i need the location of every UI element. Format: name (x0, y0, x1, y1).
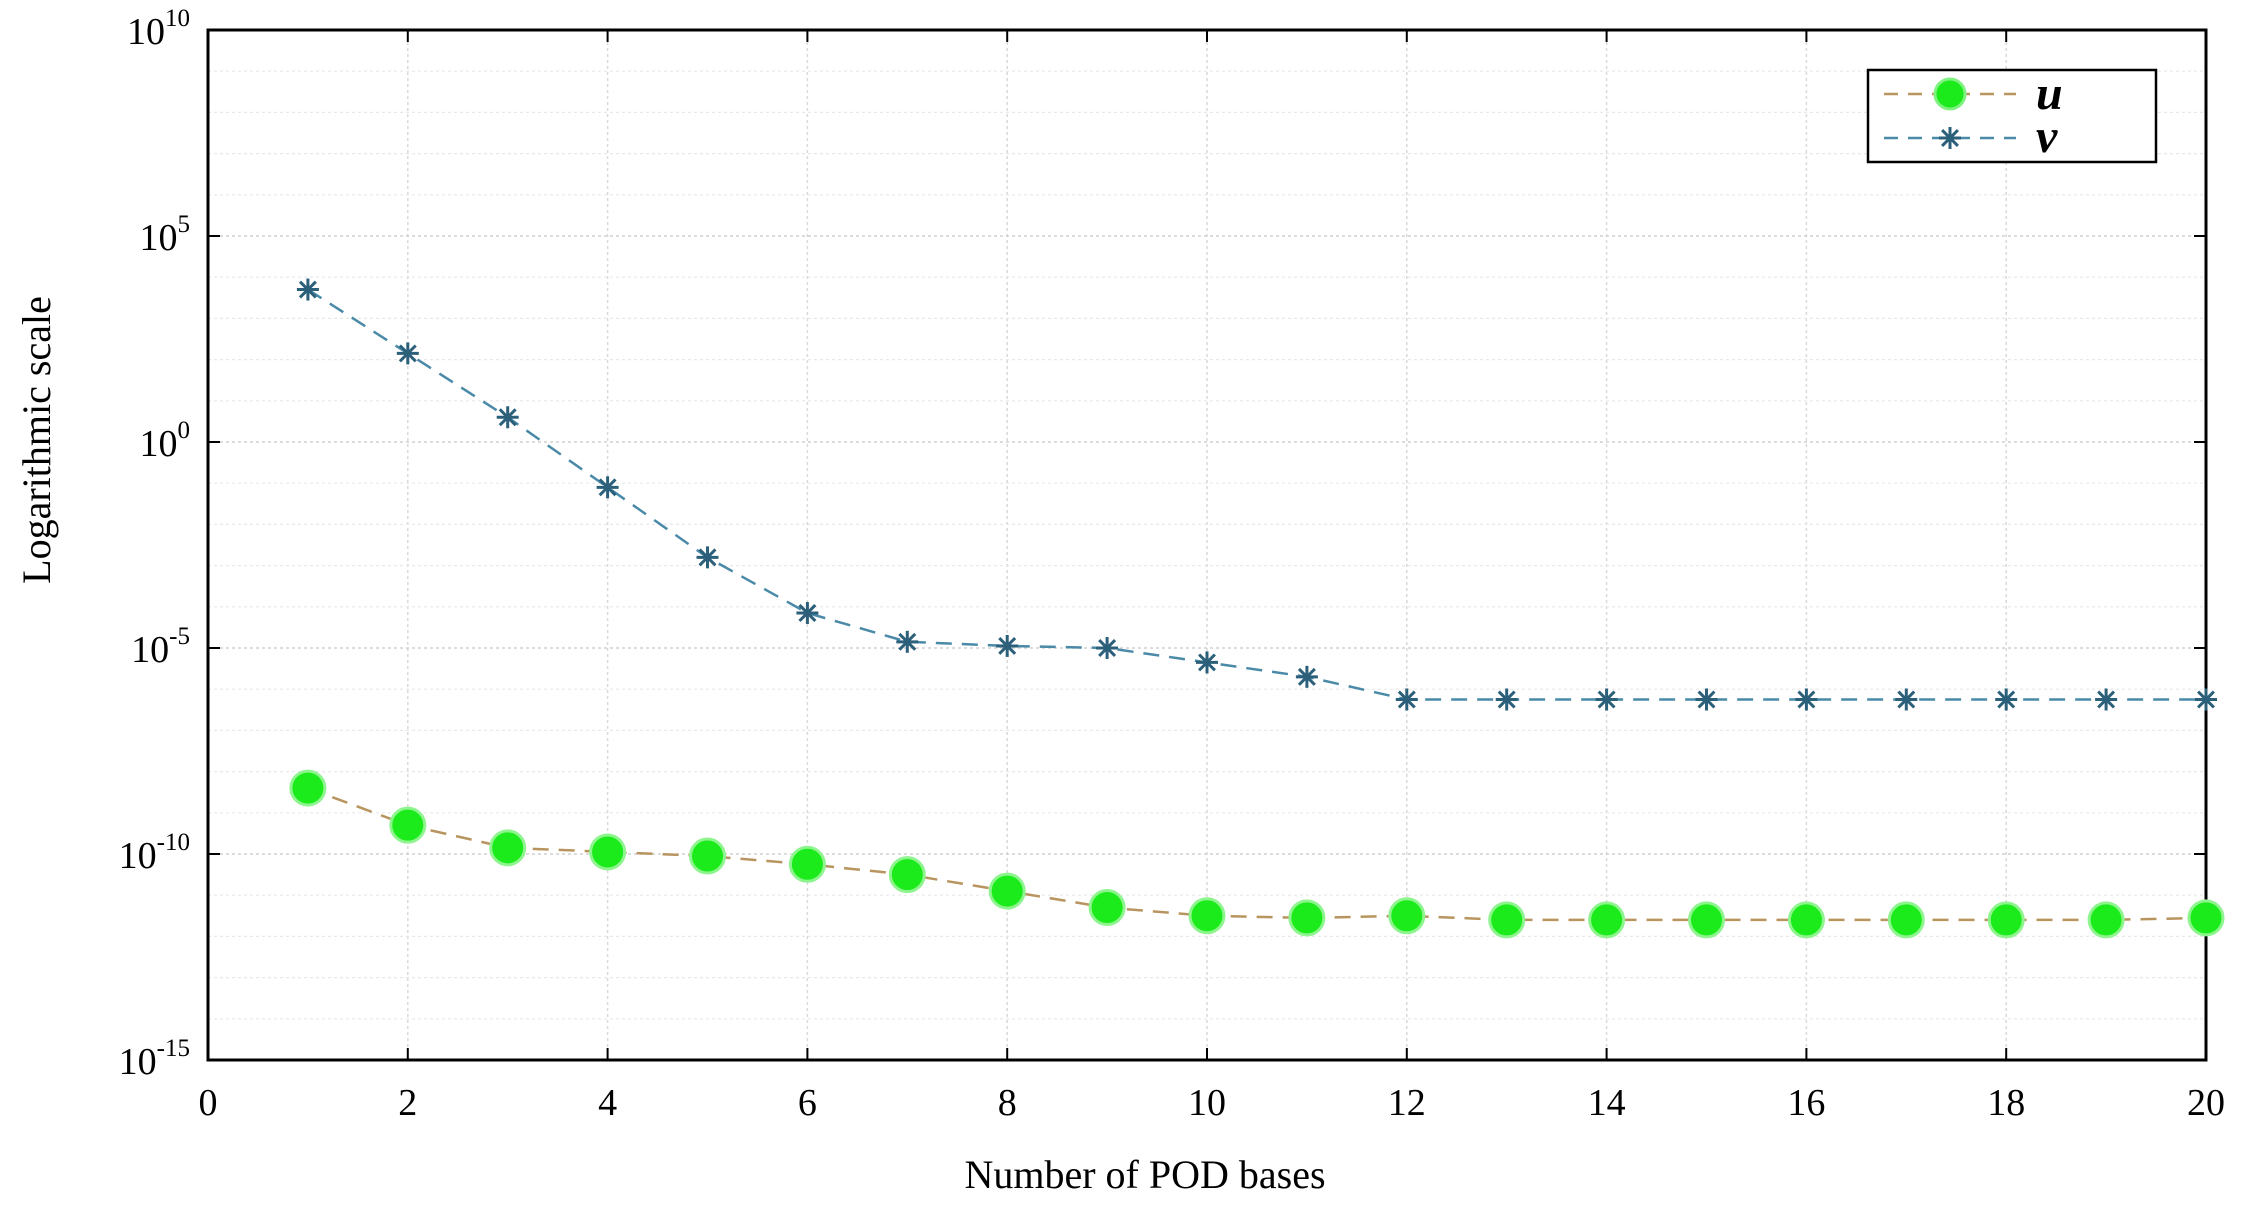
y-tick-label: 100 (140, 417, 191, 465)
data-point-v (296, 278, 319, 301)
series-line-v (307, 288, 2206, 701)
data-point-v (996, 634, 1019, 657)
data-point-u (289, 769, 327, 807)
data-point-v (1295, 665, 1318, 688)
data-point-v (596, 476, 619, 499)
x-tick-label: 6 (798, 1082, 817, 1124)
y-tick-label: 10-10 (119, 829, 190, 877)
series (289, 278, 2225, 939)
data-point-u (1488, 901, 1526, 939)
data-point-v (496, 406, 519, 429)
data-point-v (1595, 688, 1618, 711)
grid (208, 30, 2206, 1060)
data-point-v (2095, 688, 2118, 711)
data-point-u (988, 872, 1026, 910)
x-tick-label: 16 (1787, 1082, 1825, 1124)
data-point-v (1895, 688, 1918, 711)
data-point-v (1695, 688, 1718, 711)
data-point-v (1096, 637, 1119, 659)
legend-marker-u (1933, 77, 1967, 111)
data-point-u (489, 829, 527, 867)
y-tick-label: 105 (140, 211, 191, 259)
y-tick-label: 1010 (127, 5, 190, 53)
data-point-v (796, 601, 819, 624)
data-point-u (788, 845, 826, 883)
data-point-u (2187, 899, 2225, 937)
data-point-v (396, 342, 419, 365)
x-tick-label: 18 (1987, 1082, 2025, 1124)
data-point-u (1388, 897, 1426, 935)
y-tick-label: 10-5 (131, 623, 190, 671)
x-tick-label: 4 (598, 1082, 617, 1124)
data-point-u (589, 833, 627, 871)
legend-entry-u: u (1884, 67, 2063, 120)
data-point-u (1887, 901, 1925, 939)
data-point-v (2195, 688, 2217, 711)
data-point-u (888, 856, 926, 894)
data-point-u (1288, 899, 1326, 937)
legend-label-v: v (2036, 110, 2058, 163)
axis-ticks: 0 2 4 6 8 10 12 14 16 18 20 1010 105 100 10-5 10-10 10-1… (119, 5, 2225, 1124)
data-point-v (1495, 688, 1518, 711)
x-tick-label: 0 (199, 1082, 218, 1124)
legend-label-u: u (2036, 67, 2063, 120)
data-point-v (896, 630, 919, 653)
data-point-u (1987, 901, 2025, 939)
legend-entry-v: v (1884, 110, 2058, 163)
x-tick-label: 20 (2187, 1082, 2225, 1124)
data-point-v (1795, 688, 1818, 711)
legend: u v (1866, 67, 2158, 164)
data-point-u (1188, 897, 1226, 935)
y-tick-label: 10-15 (119, 1035, 190, 1083)
x-tick-label: 8 (998, 1082, 1017, 1124)
data-point-u (1688, 901, 1725, 939)
x-tick-label: 12 (1388, 1082, 1426, 1124)
data-point-u (389, 806, 427, 844)
data-point-v (1196, 651, 1218, 674)
legend-box (1866, 68, 2158, 164)
data-point-v (696, 546, 719, 569)
data-point-u (1787, 901, 1825, 939)
data-point-v (1395, 688, 1418, 711)
x-tick-label: 10 (1188, 1082, 1226, 1124)
data-point-u (1088, 889, 1126, 927)
data-point-u (1588, 901, 1626, 939)
x-axis-label: Number of POD bases (964, 1152, 1325, 1197)
data-point-v (1995, 688, 2018, 711)
x-tick-label: 14 (1588, 1082, 1626, 1124)
data-point-u (689, 837, 726, 875)
legend-marker-v (1939, 127, 1961, 149)
x-tick-label: 2 (398, 1082, 417, 1124)
data-point-u (2087, 901, 2125, 939)
y-axis-label: Logarithmic scale (14, 296, 59, 584)
